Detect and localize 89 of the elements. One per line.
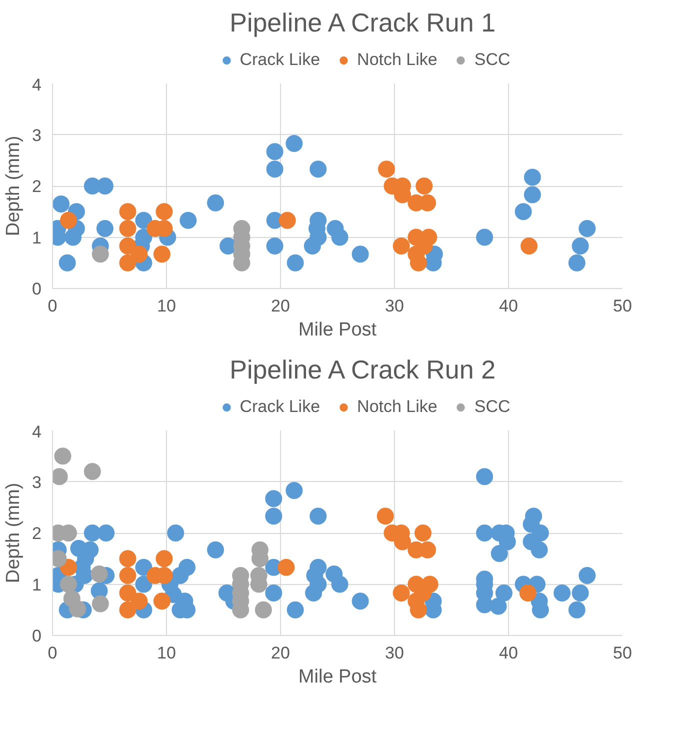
y-axis-title: Depth (mm) [3, 482, 24, 584]
point [119, 203, 136, 220]
legend-label: Notch Like [357, 397, 438, 417]
x-tick-label: 10 [157, 644, 176, 662]
point [352, 246, 369, 263]
point [414, 524, 432, 542]
x-tick-label: 40 [499, 296, 518, 316]
point [376, 508, 394, 525]
point [416, 178, 433, 194]
point [331, 228, 348, 246]
x-axis-title: Mile Post [298, 320, 378, 340]
point [90, 566, 108, 582]
point [54, 448, 72, 465]
point [266, 160, 284, 178]
point [286, 134, 303, 152]
legend-label: SCC [474, 397, 510, 417]
point [84, 463, 101, 480]
point [119, 254, 136, 272]
x-tick-label: 20 [271, 296, 290, 316]
point [130, 592, 148, 610]
legend-label: SCC [474, 50, 510, 70]
point [130, 246, 148, 263]
y-tick-label: 3 [32, 126, 42, 145]
point [135, 212, 152, 229]
point [119, 237, 136, 254]
point [520, 237, 538, 254]
point [392, 584, 410, 602]
point [278, 558, 295, 576]
legend-label: Crack Like [240, 397, 320, 417]
point [60, 576, 77, 593]
point [96, 220, 114, 238]
y-tick-label: 3 [32, 472, 42, 492]
point [58, 254, 76, 272]
point [266, 237, 284, 254]
point [476, 228, 494, 246]
point [119, 550, 136, 568]
point [92, 595, 109, 612]
point [153, 592, 170, 610]
point [92, 246, 109, 263]
point [392, 237, 410, 254]
y-tick-label: 2 [32, 524, 42, 543]
y-axis-title: Depth (mm) [3, 136, 24, 236]
point [578, 220, 596, 238]
x-tick-label: 0 [48, 296, 58, 316]
point [254, 601, 272, 618]
point [119, 584, 136, 602]
x-tick-label: 10 [157, 296, 176, 316]
y-tick-label: 0 [32, 626, 42, 646]
point [378, 160, 396, 178]
x-axis-title: Mile Post [298, 666, 378, 688]
y-tick-label: 1 [32, 575, 42, 594]
y-tick-label: 4 [32, 422, 42, 442]
point [514, 203, 532, 220]
chart-title: Pipeline A Crack Run 1 [230, 8, 496, 38]
x-tick-label: 30 [385, 644, 404, 662]
y-tick-label: 0 [32, 280, 42, 298]
point [69, 600, 86, 618]
y-tick-label: 2 [32, 177, 42, 196]
point [156, 550, 173, 568]
point [207, 194, 224, 212]
chart-title: Pipeline A Crack Run 2 [230, 354, 496, 384]
legend-label: Crack Like [240, 50, 320, 70]
point [519, 584, 536, 602]
x-tick-label: 40 [499, 644, 518, 662]
point [119, 567, 136, 584]
x-tick-label: 50 [613, 296, 632, 316]
x-tick-label: 0 [48, 644, 58, 662]
point [286, 254, 304, 272]
y-tick-label: 1 [32, 228, 42, 248]
point [119, 220, 136, 238]
x-tick-label: 50 [613, 644, 632, 662]
legend-label: Notch Like [357, 50, 438, 70]
point [180, 212, 197, 229]
x-tick-label: 20 [271, 644, 290, 662]
point [524, 186, 541, 204]
point [119, 601, 136, 618]
point [572, 237, 589, 254]
point [568, 254, 586, 272]
point [278, 212, 296, 229]
point [153, 246, 170, 263]
point [266, 143, 284, 160]
point [156, 203, 173, 220]
point [304, 237, 321, 254]
point [52, 195, 70, 212]
point [60, 212, 77, 229]
point [524, 168, 541, 186]
point [310, 160, 327, 178]
x-tick-label: 30 [385, 296, 404, 316]
y-tick-label: 4 [32, 76, 42, 94]
